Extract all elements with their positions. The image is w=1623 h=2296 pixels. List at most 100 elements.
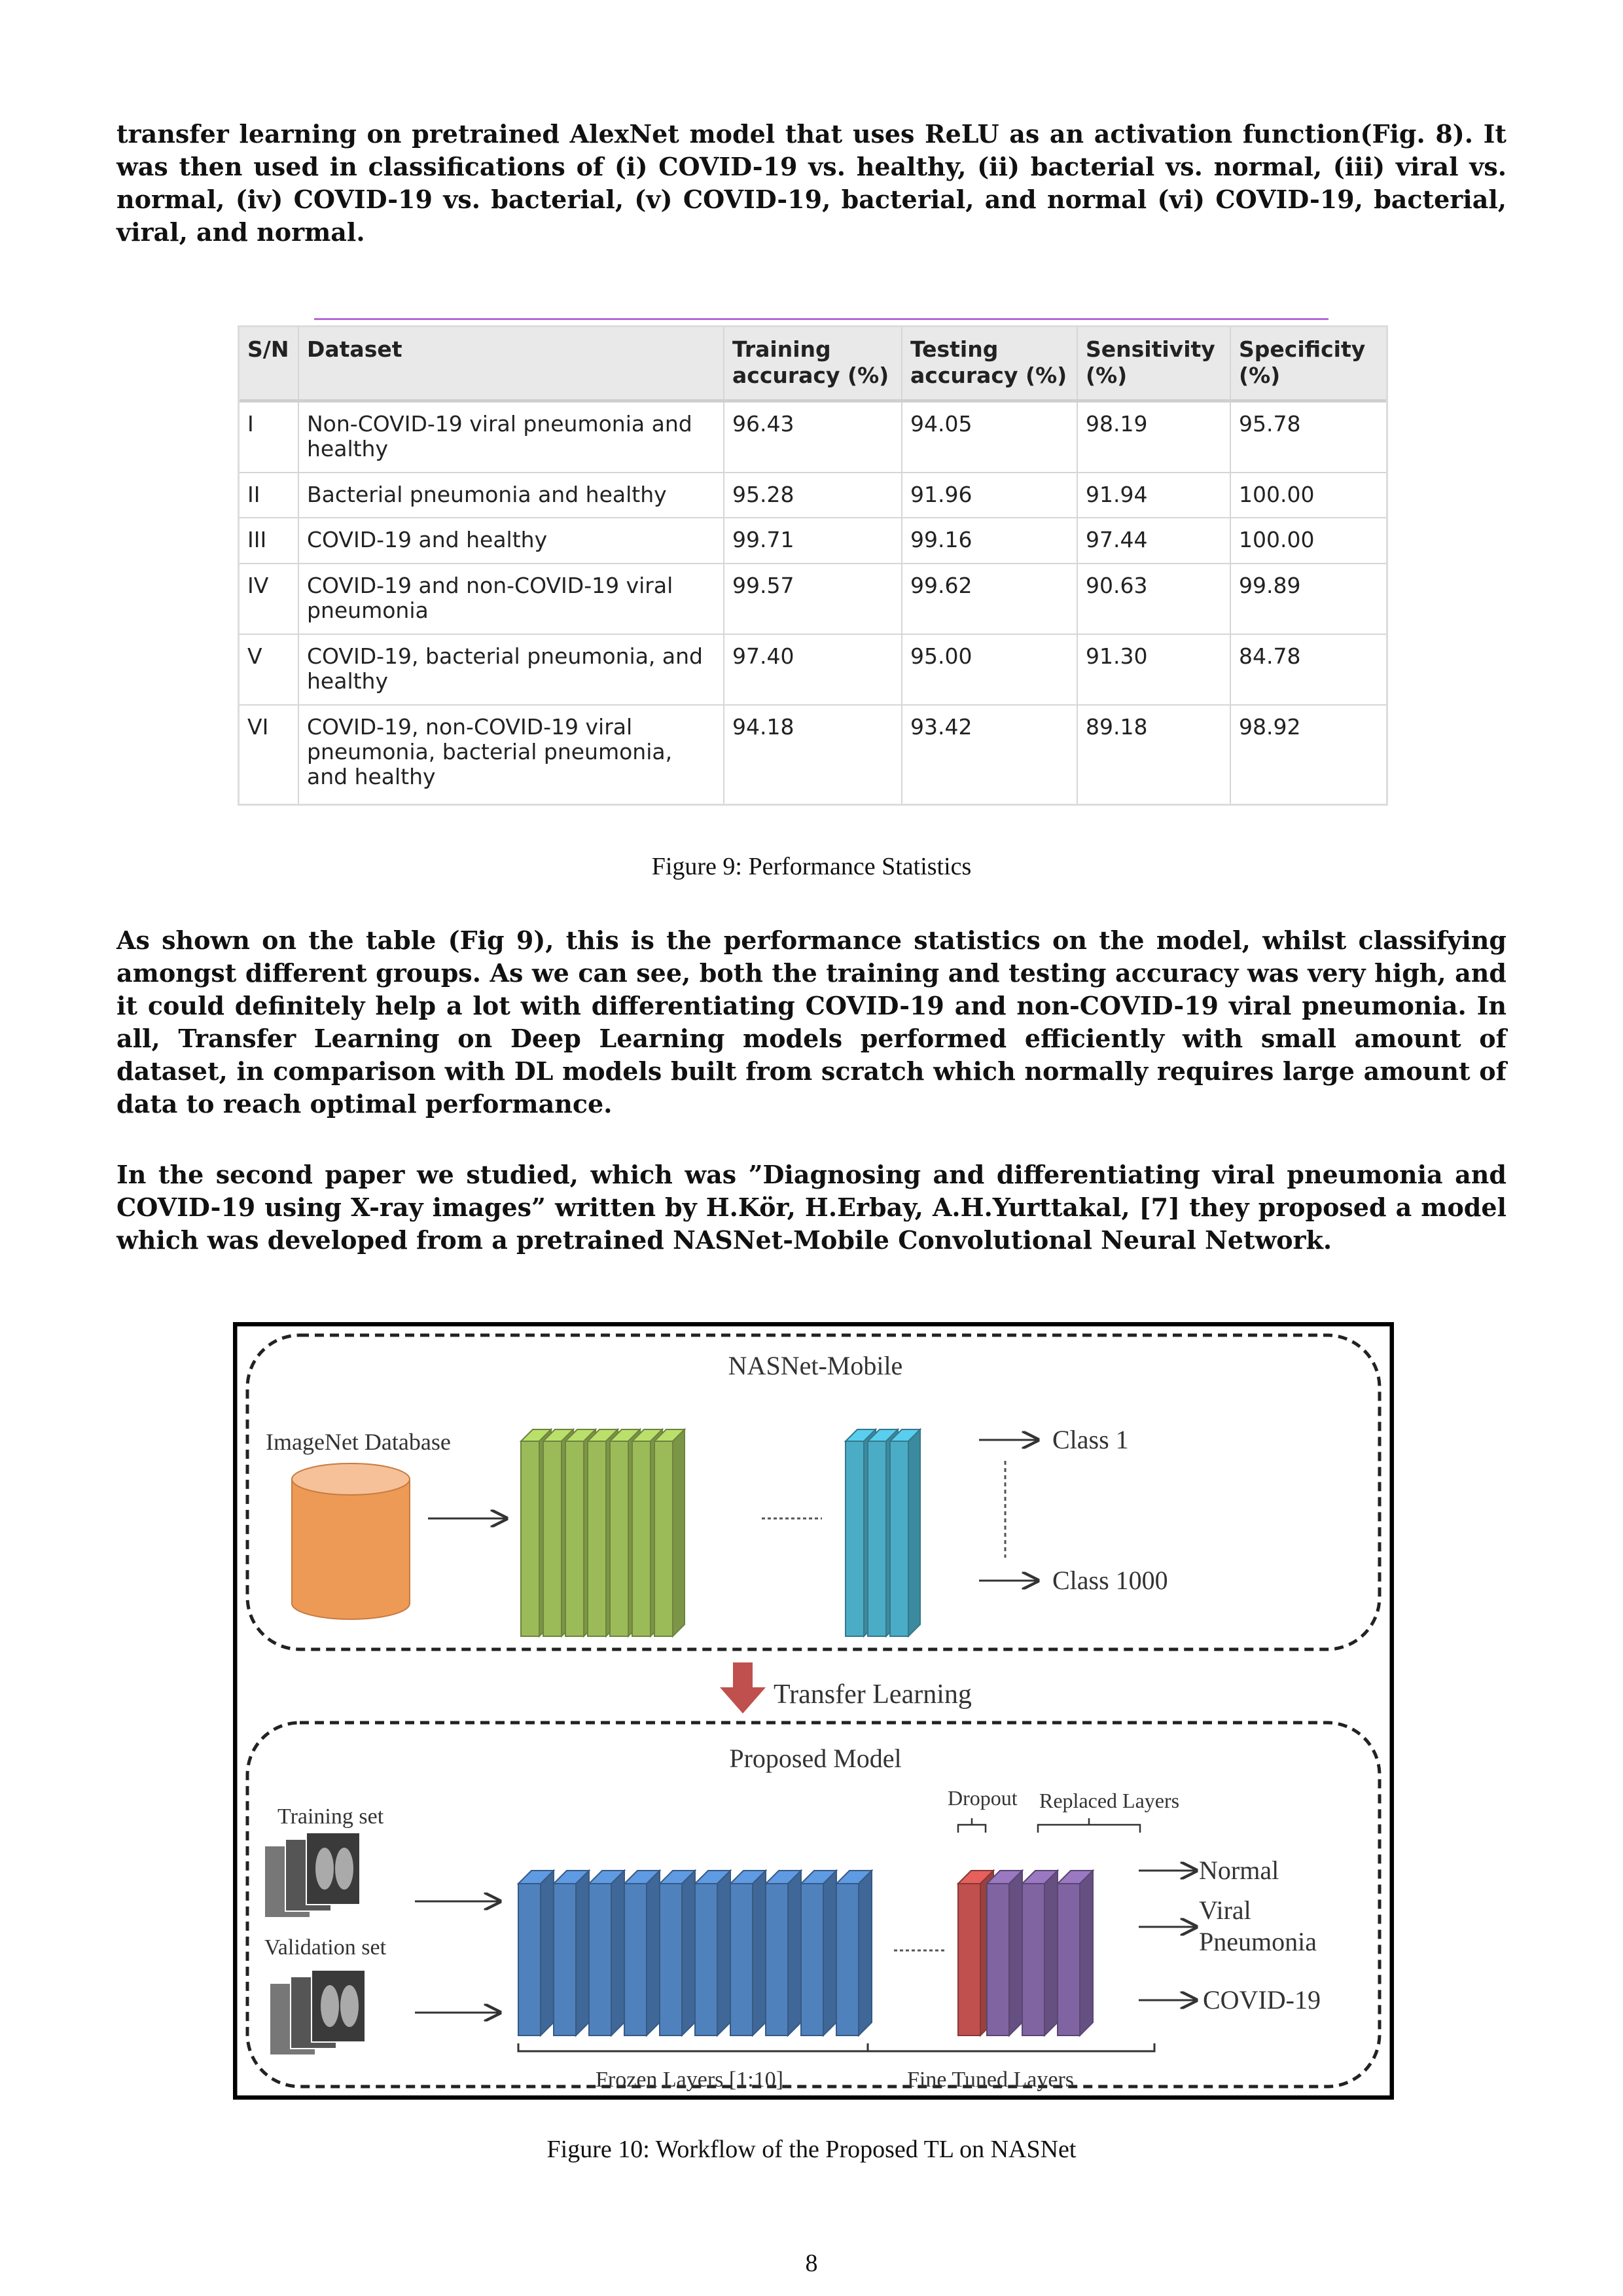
green-layer	[608, 1427, 642, 1638]
second-paper-paragraph: In the second paper we studied, which wa…	[116, 1160, 1507, 1255]
cell-specificity: 84.78	[1230, 633, 1386, 705]
green-layer	[652, 1427, 687, 1638]
cell-testing: 95.00	[902, 633, 1078, 705]
transfer-learning-label: Transfer Learning	[774, 1679, 972, 1710]
blue-layer	[622, 1869, 662, 2037]
pretrained-layers-green	[519, 1427, 687, 1638]
cell-sn: II	[240, 471, 299, 518]
performance-table-figure: S/N Dataset Training accuracy (%) Testin…	[240, 327, 1386, 804]
table-header-row: S/N Dataset Training accuracy (%) Testin…	[240, 327, 1386, 403]
header-specificity: Specificity (%)	[1230, 327, 1386, 403]
blue-layer	[658, 1869, 697, 2037]
cell-specificity: 95.78	[1230, 400, 1386, 473]
table-row: IV COVID-19 and non-COVID-19 viral pneum…	[240, 562, 1386, 634]
figure-9-caption: Figure 9: Performance Statistics	[651, 853, 972, 880]
cell-dataset: Non-COVID-19 viral pneumonia and healthy	[298, 400, 724, 473]
header-sensitivity: Sensitivity (%)	[1077, 327, 1231, 403]
output-normal-label: Normal	[1199, 1856, 1279, 1885]
imagenet-label: ImageNet Database	[266, 1429, 451, 1455]
cell-training: 99.57	[724, 562, 902, 634]
purple-layer	[1056, 1869, 1095, 2037]
replaced-bracket	[1037, 1818, 1141, 1833]
cell-sn: IV	[240, 562, 299, 634]
blue-layer	[693, 1869, 732, 2037]
table-top-line	[314, 318, 1329, 320]
cell-training: 97.40	[724, 633, 902, 705]
validation-xray-image	[269, 1969, 366, 2056]
database-icon	[291, 1463, 410, 1620]
cell-sn: I	[240, 400, 299, 473]
header-testing-accuracy: Testing accuracy (%)	[902, 327, 1078, 403]
cell-testing: 99.16	[902, 517, 1078, 564]
cell-sensitivity: 97.44	[1077, 517, 1231, 564]
frozen-layers-blue	[516, 1869, 874, 2037]
blue-layer	[587, 1869, 626, 2037]
blue-layer	[552, 1869, 591, 2037]
teal-layer	[888, 1427, 922, 1638]
cell-sn: VI	[240, 704, 299, 804]
page-number: 8	[805, 2250, 818, 2277]
cell-testing: 91.96	[902, 471, 1078, 518]
blue-layer	[516, 1869, 556, 2037]
cell-testing: 94.05	[902, 400, 1078, 473]
cell-sensitivity: 89.18	[1077, 704, 1231, 804]
output-covid-label: COVID-19	[1203, 1985, 1321, 2015]
table-row: V COVID-19, bacterial pneumonia, and hea…	[240, 633, 1386, 705]
table-row: II Bacterial pneumonia and healthy 95.28…	[240, 471, 1386, 518]
output-viral-label: Viral	[1199, 1895, 1251, 1925]
header-training-accuracy: Training accuracy (%)	[724, 327, 902, 403]
cell-sensitivity: 98.19	[1077, 400, 1231, 473]
table-row: III COVID-19 and healthy 99.71 99.16 97.…	[240, 517, 1386, 564]
nasnet-workflow-diagram: NASNet-Mobile ImageNet Database Class 1 …	[233, 1322, 1394, 2100]
purple-layer	[985, 1869, 1024, 2037]
intro-paragraph: transfer learning on pretrained AlexNet …	[116, 119, 1507, 247]
figure-10-caption: Figure 10: Workflow of the Proposed TL o…	[546, 2136, 1077, 2163]
cell-training: 96.43	[724, 400, 902, 473]
replaced-layers-label: Replaced Layers	[1039, 1789, 1179, 1812]
cell-sensitivity: 90.63	[1077, 562, 1231, 634]
cell-dataset: COVID-19 and healthy	[298, 517, 724, 564]
frozen-layers-label: Frozen Layers [1:10]	[596, 2068, 783, 2092]
cell-training: 99.71	[724, 517, 902, 564]
transfer-arrow-icon	[720, 1662, 766, 1713]
results-paragraph: As shown on the table (Fig 9), this is t…	[116, 925, 1507, 1119]
cell-testing: 93.42	[902, 704, 1078, 804]
cell-sn: V	[240, 633, 299, 705]
training-xray-image	[264, 1832, 361, 1918]
replaced-layers-purple	[985, 1869, 1095, 2037]
blue-layer	[728, 1869, 768, 2037]
performance-table: S/N Dataset Training accuracy (%) Testin…	[240, 327, 1386, 804]
blue-layer	[764, 1869, 803, 2037]
nasnet-mobile-title: NASNet-Mobile	[728, 1351, 903, 1380]
pretrained-model-box	[245, 1333, 1382, 1651]
class-1000-label: Class 1000	[1052, 1566, 1168, 1595]
dropout-label: Dropout	[948, 1786, 1018, 1810]
cell-training: 95.28	[724, 471, 902, 518]
layers-bottom-bracket	[517, 2043, 1156, 2053]
class-1-label: Class 1	[1052, 1425, 1129, 1454]
purple-layer	[1020, 1869, 1060, 2037]
cell-specificity: 100.00	[1230, 471, 1386, 518]
cell-dataset: COVID-19, bacterial pneumonia, and healt…	[298, 633, 724, 705]
cell-specificity: 100.00	[1230, 517, 1386, 564]
cell-training: 94.18	[724, 704, 902, 804]
blue-layer	[834, 1869, 874, 2037]
table-row: VI COVID-19, non-COVID-19 viral pneumoni…	[240, 704, 1386, 804]
cell-sensitivity: 91.94	[1077, 471, 1231, 518]
cell-specificity: 98.92	[1230, 704, 1386, 804]
header-dataset: Dataset	[298, 327, 724, 403]
proposed-model-title: Proposed Model	[729, 1744, 901, 1773]
cell-dataset: COVID-19, non-COVID-19 viral pneumonia, …	[298, 704, 724, 804]
table-row: I Non-COVID-19 viral pneumonia and healt…	[240, 400, 1386, 473]
proposed-model-box	[245, 1721, 1382, 2089]
validation-set-label: Validation set	[264, 1935, 387, 1960]
output-pneumonia-label: Pneumonia	[1199, 1927, 1317, 1956]
training-set-label: Training set	[277, 1804, 384, 1829]
cell-dataset: COVID-19 and non-COVID-19 viral pneumoni…	[298, 562, 724, 634]
header-sn: S/N	[240, 327, 299, 403]
cell-sn: III	[240, 517, 299, 564]
cell-specificity: 99.89	[1230, 562, 1386, 634]
cell-testing: 99.62	[902, 562, 1078, 634]
blue-layer	[799, 1869, 838, 2037]
cell-sensitivity: 91.30	[1077, 633, 1231, 705]
